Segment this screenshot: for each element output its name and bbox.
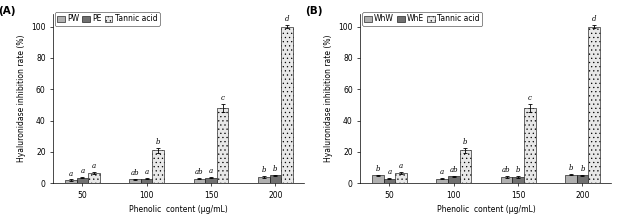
Bar xyxy=(588,27,600,183)
X-axis label: Phenolic  content (μg/mL): Phenolic content (μg/mL) xyxy=(437,205,536,214)
Text: a: a xyxy=(80,167,85,175)
Bar xyxy=(436,179,448,183)
Text: (B): (B) xyxy=(305,6,323,16)
Y-axis label: Hyaluronidase inhibition rate (%): Hyaluronidase inhibition rate (%) xyxy=(17,35,26,162)
Text: ab: ab xyxy=(195,168,204,176)
Bar xyxy=(565,175,577,183)
Text: b: b xyxy=(376,165,380,173)
Bar xyxy=(270,175,281,183)
Text: d: d xyxy=(284,15,289,23)
Bar xyxy=(258,177,270,183)
Text: a: a xyxy=(209,167,213,175)
Bar xyxy=(141,179,152,183)
X-axis label: Phenolic  content (μg/mL): Phenolic content (μg/mL) xyxy=(130,205,228,214)
Text: c: c xyxy=(221,94,225,102)
Text: a: a xyxy=(68,170,73,178)
Legend: WhW, WhE, Tannic acid: WhW, WhE, Tannic acid xyxy=(362,12,482,26)
Bar xyxy=(577,175,588,183)
Text: a: a xyxy=(387,168,392,176)
Text: ab: ab xyxy=(502,167,511,174)
Bar xyxy=(194,179,205,183)
Text: d: d xyxy=(592,15,596,23)
Y-axis label: Hyaluronidase inhibition rate (%): Hyaluronidase inhibition rate (%) xyxy=(324,35,333,162)
Bar xyxy=(88,173,100,183)
Bar xyxy=(395,173,407,183)
Text: b: b xyxy=(516,167,520,174)
Bar xyxy=(152,150,164,183)
Bar xyxy=(281,27,292,183)
Text: b: b xyxy=(156,138,160,146)
Text: b: b xyxy=(580,165,585,173)
Text: b: b xyxy=(463,138,468,146)
Bar xyxy=(460,150,471,183)
Text: b: b xyxy=(569,164,573,172)
Bar xyxy=(130,179,141,183)
Text: b: b xyxy=(262,167,266,174)
Text: a: a xyxy=(92,162,96,170)
Bar xyxy=(501,177,512,183)
Text: (A): (A) xyxy=(0,6,15,16)
Bar xyxy=(512,177,524,183)
Bar xyxy=(448,176,460,183)
Bar xyxy=(65,180,77,183)
Text: a: a xyxy=(144,168,149,176)
Legend: PW, PE, Tannic acid: PW, PE, Tannic acid xyxy=(55,12,160,26)
Bar xyxy=(524,108,536,183)
Text: b: b xyxy=(273,165,278,173)
Bar xyxy=(372,175,384,183)
Text: ab: ab xyxy=(131,169,139,177)
Text: a: a xyxy=(440,168,444,176)
Bar xyxy=(205,178,217,183)
Text: c: c xyxy=(528,94,532,102)
Bar xyxy=(217,108,228,183)
Text: a: a xyxy=(399,162,403,170)
Bar xyxy=(77,178,88,183)
Text: ab: ab xyxy=(449,166,458,174)
Bar xyxy=(384,179,395,183)
